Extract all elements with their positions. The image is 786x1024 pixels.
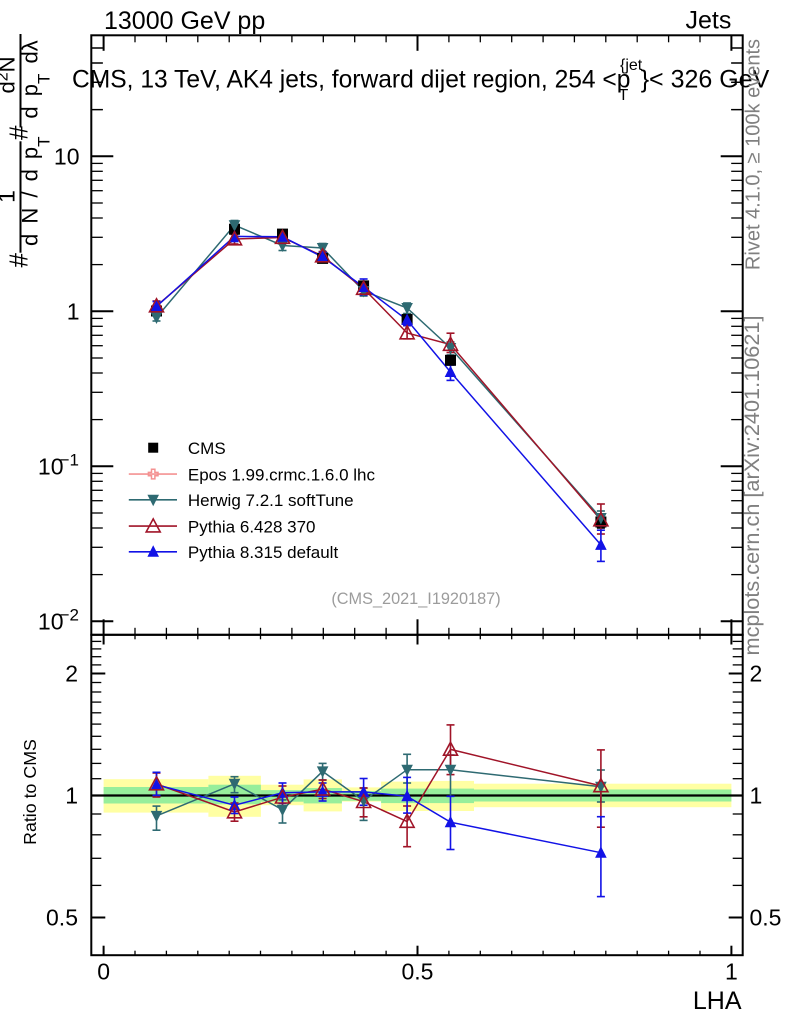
svg-text:2: 2	[750, 661, 763, 687]
svg-text:1: 1	[750, 783, 763, 809]
svg-text:10: 10	[54, 143, 80, 169]
svg-text:−2: −2	[60, 605, 79, 624]
svg-text:CMS: CMS	[188, 439, 226, 458]
svg-text:13000 GeV pp: 13000 GeV pp	[104, 7, 265, 35]
svg-text:Ratio to CMS: Ratio to CMS	[20, 739, 40, 845]
svg-text:1: 1	[0, 190, 20, 203]
svg-text:1: 1	[65, 783, 78, 809]
svg-text:#: #	[4, 125, 34, 140]
svg-text:0.5: 0.5	[750, 905, 782, 931]
svg-text:0.5: 0.5	[402, 958, 434, 984]
svg-text:d2N: d2N	[0, 56, 20, 93]
svg-text:mcplots.cern.ch [arXiv:2401.10: mcplots.cern.ch [arXiv:2401.10621]	[739, 316, 764, 656]
svg-text:10: 10	[38, 453, 64, 479]
svg-text:1: 1	[725, 958, 738, 984]
svg-text:10: 10	[38, 608, 64, 634]
svg-text:0: 0	[97, 958, 110, 984]
svg-text:Pythia 6.428 370: Pythia 6.428 370	[188, 517, 316, 536]
svg-text:−1: −1	[60, 450, 79, 469]
svg-text:Epos 1.99.crmc.1.6.0 lhc: Epos 1.99.crmc.1.6.0 lhc	[188, 465, 376, 484]
svg-text:Pythia 8.315 default: Pythia 8.315 default	[188, 543, 339, 562]
svg-text:2: 2	[65, 661, 78, 687]
svg-text:#: #	[4, 253, 34, 268]
svg-text:(CMS_2021_I1920187): (CMS_2021_I1920187)	[331, 590, 500, 608]
svg-text:LHA: LHA	[693, 987, 742, 1015]
svg-text:Jets: Jets	[686, 7, 732, 35]
svg-text:0.5: 0.5	[46, 905, 78, 931]
svg-text:Rivet 4.1.0, ≥ 100k events: Rivet 4.1.0, ≥ 100k events	[743, 39, 765, 270]
svg-text:1: 1	[67, 298, 80, 324]
svg-text:Herwig 7.2.1 softTune: Herwig 7.2.1 softTune	[188, 491, 354, 510]
